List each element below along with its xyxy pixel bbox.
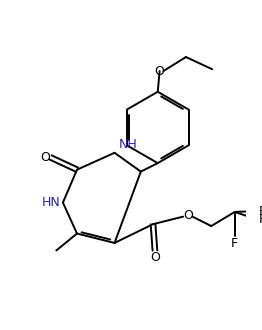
Text: O: O [150,251,160,264]
Text: F: F [258,205,262,217]
Text: HN: HN [41,196,60,209]
Text: F: F [231,237,238,250]
Text: O: O [155,65,165,78]
Text: O: O [40,151,50,164]
Text: O: O [183,209,193,222]
Text: NH: NH [118,138,137,151]
Text: F: F [258,213,262,226]
